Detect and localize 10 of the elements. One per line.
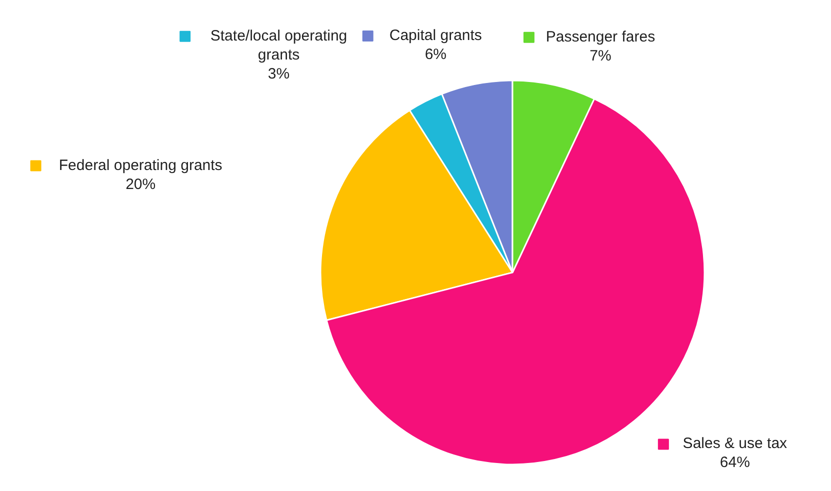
data-label: 3%	[268, 65, 290, 82]
data-label: 6%	[424, 46, 446, 64]
legend-label: State/local operating grants	[210, 27, 348, 64]
legend-label: Federal operating grants	[58, 156, 222, 174]
legend-label: Capital grants	[389, 27, 482, 44]
data-label: 7%	[590, 47, 612, 64]
data-label: 20%	[126, 176, 156, 193]
legend-label: Sales & use tax	[682, 435, 788, 452]
data-label: 64%	[720, 454, 750, 472]
legend-label: Passenger fares	[546, 28, 656, 46]
